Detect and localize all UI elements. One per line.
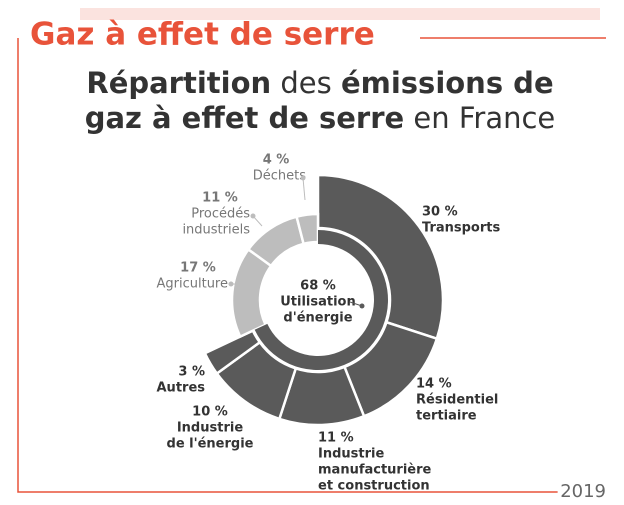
segment-label: et construction [318, 479, 430, 494]
value-label: 11 % [202, 191, 238, 206]
center-value: 68 % [300, 279, 336, 294]
chart-title: Répartition des émissions de [86, 66, 553, 100]
title-part: émissions de [341, 66, 554, 100]
segment-label: Transports [422, 221, 500, 236]
segment-label: Industrie [318, 447, 384, 462]
value-label: 17 % [180, 261, 216, 276]
center-label: d'énergie [283, 311, 352, 326]
center-label: Utilisation [280, 295, 356, 310]
segment-label: tertiaire [416, 409, 477, 424]
segment-label: Industrie [177, 421, 243, 436]
year: 2019 [560, 481, 606, 502]
value-label: 30 % [422, 205, 458, 220]
leader-dot [300, 175, 306, 181]
header: Gaz à effet de serre [30, 17, 375, 53]
top-band [80, 8, 600, 20]
segment-label: Procédés [191, 207, 250, 222]
segment-label: industriels [182, 223, 250, 238]
frame [17, 37, 606, 493]
segment-label: Déchets [253, 169, 306, 184]
leader-dot [228, 281, 234, 287]
leader [302, 177, 306, 201]
segment-label: manufacturière [318, 463, 432, 478]
value-label: 3 % [178, 365, 205, 380]
leader-dot [359, 303, 365, 309]
value-label: 10 % [192, 405, 228, 420]
title-part: en France [404, 101, 555, 135]
chart-title: gaz à effet de serre en France [85, 101, 556, 135]
segment-label: de l'énergie [167, 437, 254, 452]
leader-dot [250, 213, 256, 219]
title-part: gaz à effet de serre [85, 101, 404, 135]
title-part: des [271, 66, 341, 100]
value-label: 4 % [263, 153, 290, 168]
segment [316, 173, 445, 341]
segment-label: Agriculture [157, 277, 229, 292]
value-label: 11 % [318, 431, 354, 446]
segment-label: Autres [157, 381, 206, 396]
value-label: 14 % [416, 377, 452, 392]
title-part: Répartition [86, 66, 271, 100]
segment-label: Résidentiel [416, 393, 498, 408]
